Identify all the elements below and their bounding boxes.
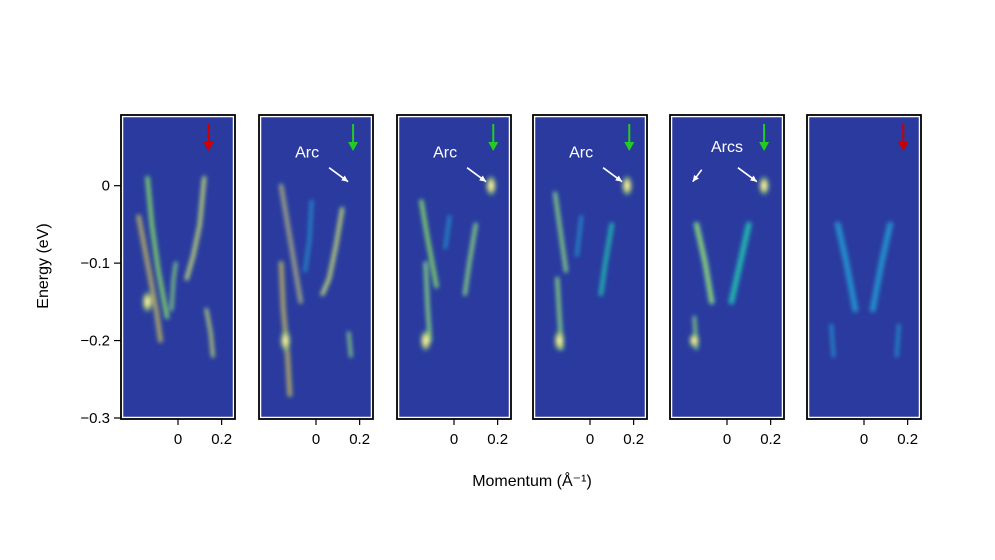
band bbox=[185, 176, 206, 280]
x-tick-label: 0.2 bbox=[760, 431, 781, 448]
x-tick-label: 0.2 bbox=[211, 431, 232, 448]
annotation-arrowhead-icon bbox=[479, 175, 487, 182]
annotation-arrowhead-icon bbox=[750, 175, 757, 182]
arrow-green-icon bbox=[348, 142, 359, 151]
y-tick-label: 0 bbox=[102, 178, 110, 195]
band bbox=[420, 199, 438, 288]
intensity-hotspot bbox=[553, 328, 566, 353]
panel-background bbox=[534, 116, 646, 418]
band bbox=[146, 176, 169, 319]
arpes-panel-5: Arcs 0 0.2 bbox=[669, 114, 785, 448]
band bbox=[347, 331, 352, 358]
band bbox=[830, 324, 835, 358]
annotation-label: Arc bbox=[433, 145, 457, 162]
panel-inner-border bbox=[533, 115, 647, 419]
band bbox=[729, 222, 751, 304]
y-tick-label: −0.2 bbox=[80, 333, 110, 350]
arpes-panel-1: 0 0.2 bbox=[120, 114, 236, 448]
band bbox=[321, 207, 344, 296]
annotation-label: Arc bbox=[295, 145, 319, 162]
annotation-arrowhead-icon bbox=[692, 174, 699, 182]
arpes-panel-3: Arc 0 0.2 bbox=[396, 114, 512, 448]
x-axis-label: Momentum (Å⁻¹) bbox=[472, 471, 592, 490]
band bbox=[463, 223, 478, 296]
x-tick-label: 0 bbox=[860, 431, 868, 448]
panel-inner-border bbox=[807, 115, 921, 419]
annotation-arrowhead-icon bbox=[341, 175, 349, 182]
band bbox=[170, 262, 177, 311]
arrow-red-icon bbox=[203, 142, 214, 151]
band bbox=[553, 192, 568, 273]
x-tick-label: 0 bbox=[174, 431, 182, 448]
intensity-hotspot bbox=[688, 332, 701, 349]
band bbox=[424, 261, 432, 342]
x-tick-label: 0.2 bbox=[623, 431, 644, 448]
arpes-panel-6: 0 0.2 bbox=[806, 114, 922, 448]
intensity-hotspot bbox=[141, 289, 154, 314]
x-tick-label: 0.2 bbox=[487, 431, 508, 448]
panel-inner-border bbox=[259, 115, 373, 419]
band bbox=[279, 184, 302, 304]
x-tick-label: 0 bbox=[586, 431, 594, 448]
band bbox=[575, 215, 583, 257]
panel-inner-border bbox=[121, 115, 235, 419]
x-tick-label: 0 bbox=[450, 431, 458, 448]
band bbox=[137, 215, 162, 342]
x-tick-label: 0 bbox=[312, 431, 320, 448]
annotation-arrowhead-icon bbox=[615, 175, 623, 182]
intensity-hotspot bbox=[758, 174, 771, 197]
band bbox=[835, 222, 858, 312]
band bbox=[870, 222, 893, 312]
band bbox=[304, 200, 313, 272]
arpes-panel-2: Arc 0 0.2 bbox=[258, 114, 374, 448]
panel-background bbox=[260, 116, 372, 418]
annotation-label: Arc bbox=[569, 145, 593, 162]
arrow-green-icon bbox=[488, 142, 499, 151]
arrow-red-icon bbox=[898, 142, 909, 151]
band bbox=[694, 222, 714, 304]
band bbox=[205, 308, 214, 358]
panel-background bbox=[671, 116, 783, 418]
panel-background bbox=[122, 116, 234, 418]
panel-background bbox=[398, 116, 510, 418]
intensity-hotspot bbox=[279, 328, 292, 353]
band bbox=[444, 215, 451, 249]
x-tick-label: 0.2 bbox=[349, 431, 370, 448]
y-axis: 0 −0.1 −0.2 −0.3 bbox=[80, 178, 121, 427]
x-tick-label: 0 bbox=[723, 431, 731, 448]
band bbox=[895, 324, 900, 358]
arrow-green-icon bbox=[759, 142, 770, 151]
intensity-hotspot bbox=[485, 174, 498, 198]
y-tick-label: −0.3 bbox=[80, 410, 110, 427]
panel-background bbox=[808, 116, 920, 418]
annotation-label: Arcs bbox=[711, 139, 743, 156]
arrow-green-icon bbox=[624, 142, 635, 151]
y-tick-label: −0.1 bbox=[80, 255, 110, 272]
panel-inner-border bbox=[397, 115, 511, 419]
intensity-hotspot bbox=[621, 174, 634, 198]
band bbox=[599, 223, 614, 296]
arpes-panel-4: Arc 0 0.2 bbox=[532, 114, 648, 448]
panel-inner-border bbox=[670, 115, 784, 419]
y-axis-label: Energy (eV) bbox=[35, 223, 52, 308]
intensity-hotspot bbox=[419, 328, 432, 353]
x-tick-label: 0.2 bbox=[897, 431, 918, 448]
